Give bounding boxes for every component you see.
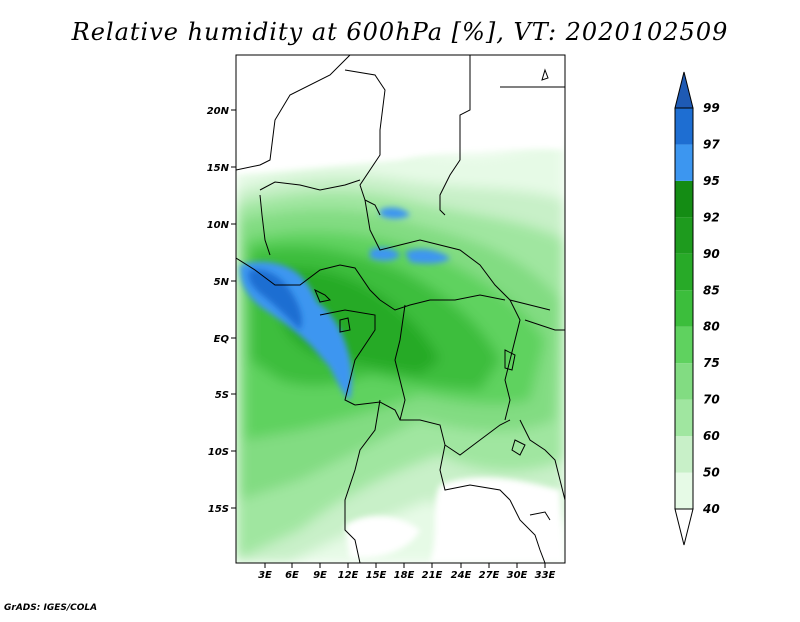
lat-label-15s: 15S	[208, 504, 229, 515]
chart-title: Relative humidity at 600hPa [%], VT: 202…	[71, 18, 729, 46]
colorbar-label: 40	[702, 502, 720, 516]
colorbar-label: 95	[703, 174, 720, 188]
lat-label-5n: 5N	[214, 277, 230, 288]
lat-label-20n: 20N	[207, 106, 230, 117]
colorbar-label: 85	[703, 283, 720, 297]
colorbar-segment	[675, 108, 693, 145]
colorbar-label: 60	[703, 429, 720, 443]
lon-label-27e: 27E	[479, 570, 500, 581]
colorbar-segment	[675, 217, 693, 254]
grads-credit: GrADS: IGES/COLA	[4, 603, 98, 613]
colorbar-segment	[675, 144, 693, 181]
colorbar-label: 90	[703, 247, 720, 261]
colorbar-lower-arrow	[674, 508, 694, 546]
lon-label-15e: 15E	[366, 570, 387, 581]
lat-label-5s: 5S	[215, 390, 229, 401]
lon-label-6e: 6E	[285, 570, 299, 581]
colorbar-segment	[675, 253, 693, 291]
colorbar-label: 80	[703, 320, 720, 334]
lon-label-12e: 12E	[338, 570, 359, 581]
lon-label-24e: 24E	[451, 570, 472, 581]
colorbar-upper-arrow	[674, 71, 694, 109]
colorbar-label: 50	[703, 466, 720, 480]
colorbar-label: 70	[703, 393, 720, 407]
lat-ticks	[231, 109, 236, 509]
map-frame	[235, 54, 566, 564]
colorbar-segment	[675, 290, 693, 327]
colorbar-label: 75	[703, 356, 720, 370]
colorbar-segment	[675, 436, 693, 473]
colorbar-label: 92	[703, 210, 720, 224]
colorbar-label: 99	[703, 101, 720, 115]
lat-label-eq: EQ	[214, 334, 230, 345]
colorbar-segment	[675, 472, 693, 509]
colorbar-segment	[675, 180, 693, 218]
colorbar-segment	[675, 399, 693, 437]
lon-label-33e: 33E	[535, 570, 556, 581]
colorbar-label: 97	[703, 137, 720, 151]
lon-label-3e: 3E	[258, 570, 272, 581]
lat-label-10s: 10S	[208, 447, 229, 458]
lat-label-15n: 15N	[207, 163, 230, 174]
lon-label-30e: 30E	[507, 570, 528, 581]
colorbar-segment	[675, 363, 693, 400]
lat-label-10n: 10N	[207, 220, 230, 231]
colorbar-segment	[675, 326, 693, 364]
lon-ticks	[264, 563, 546, 568]
lon-label-21e: 21E	[422, 570, 443, 581]
lon-label-18e: 18E	[394, 570, 415, 581]
lon-label-9e: 9E	[313, 570, 327, 581]
colorbar-outline	[674, 107, 694, 510]
map-panel	[236, 55, 565, 563]
colorbar: 40 50 60 70 75 80 85 90 92 95 97 99	[674, 71, 720, 546]
